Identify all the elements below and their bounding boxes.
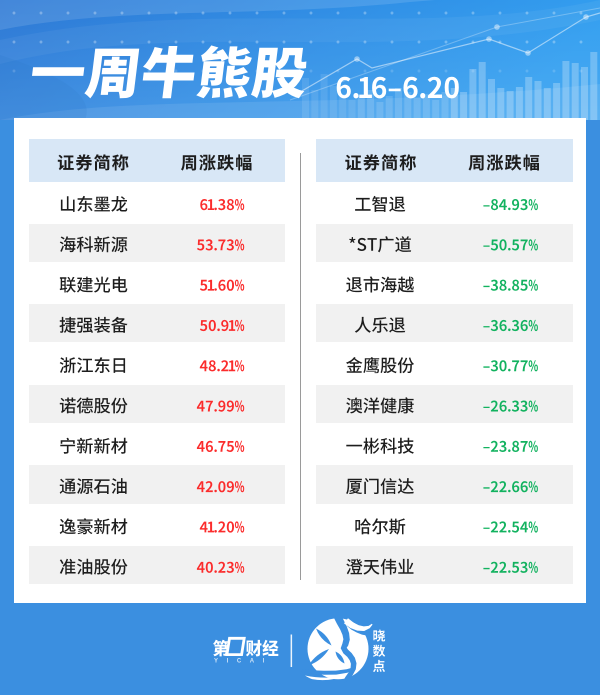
svg-text:YICAI: YICAI — [214, 659, 273, 665]
